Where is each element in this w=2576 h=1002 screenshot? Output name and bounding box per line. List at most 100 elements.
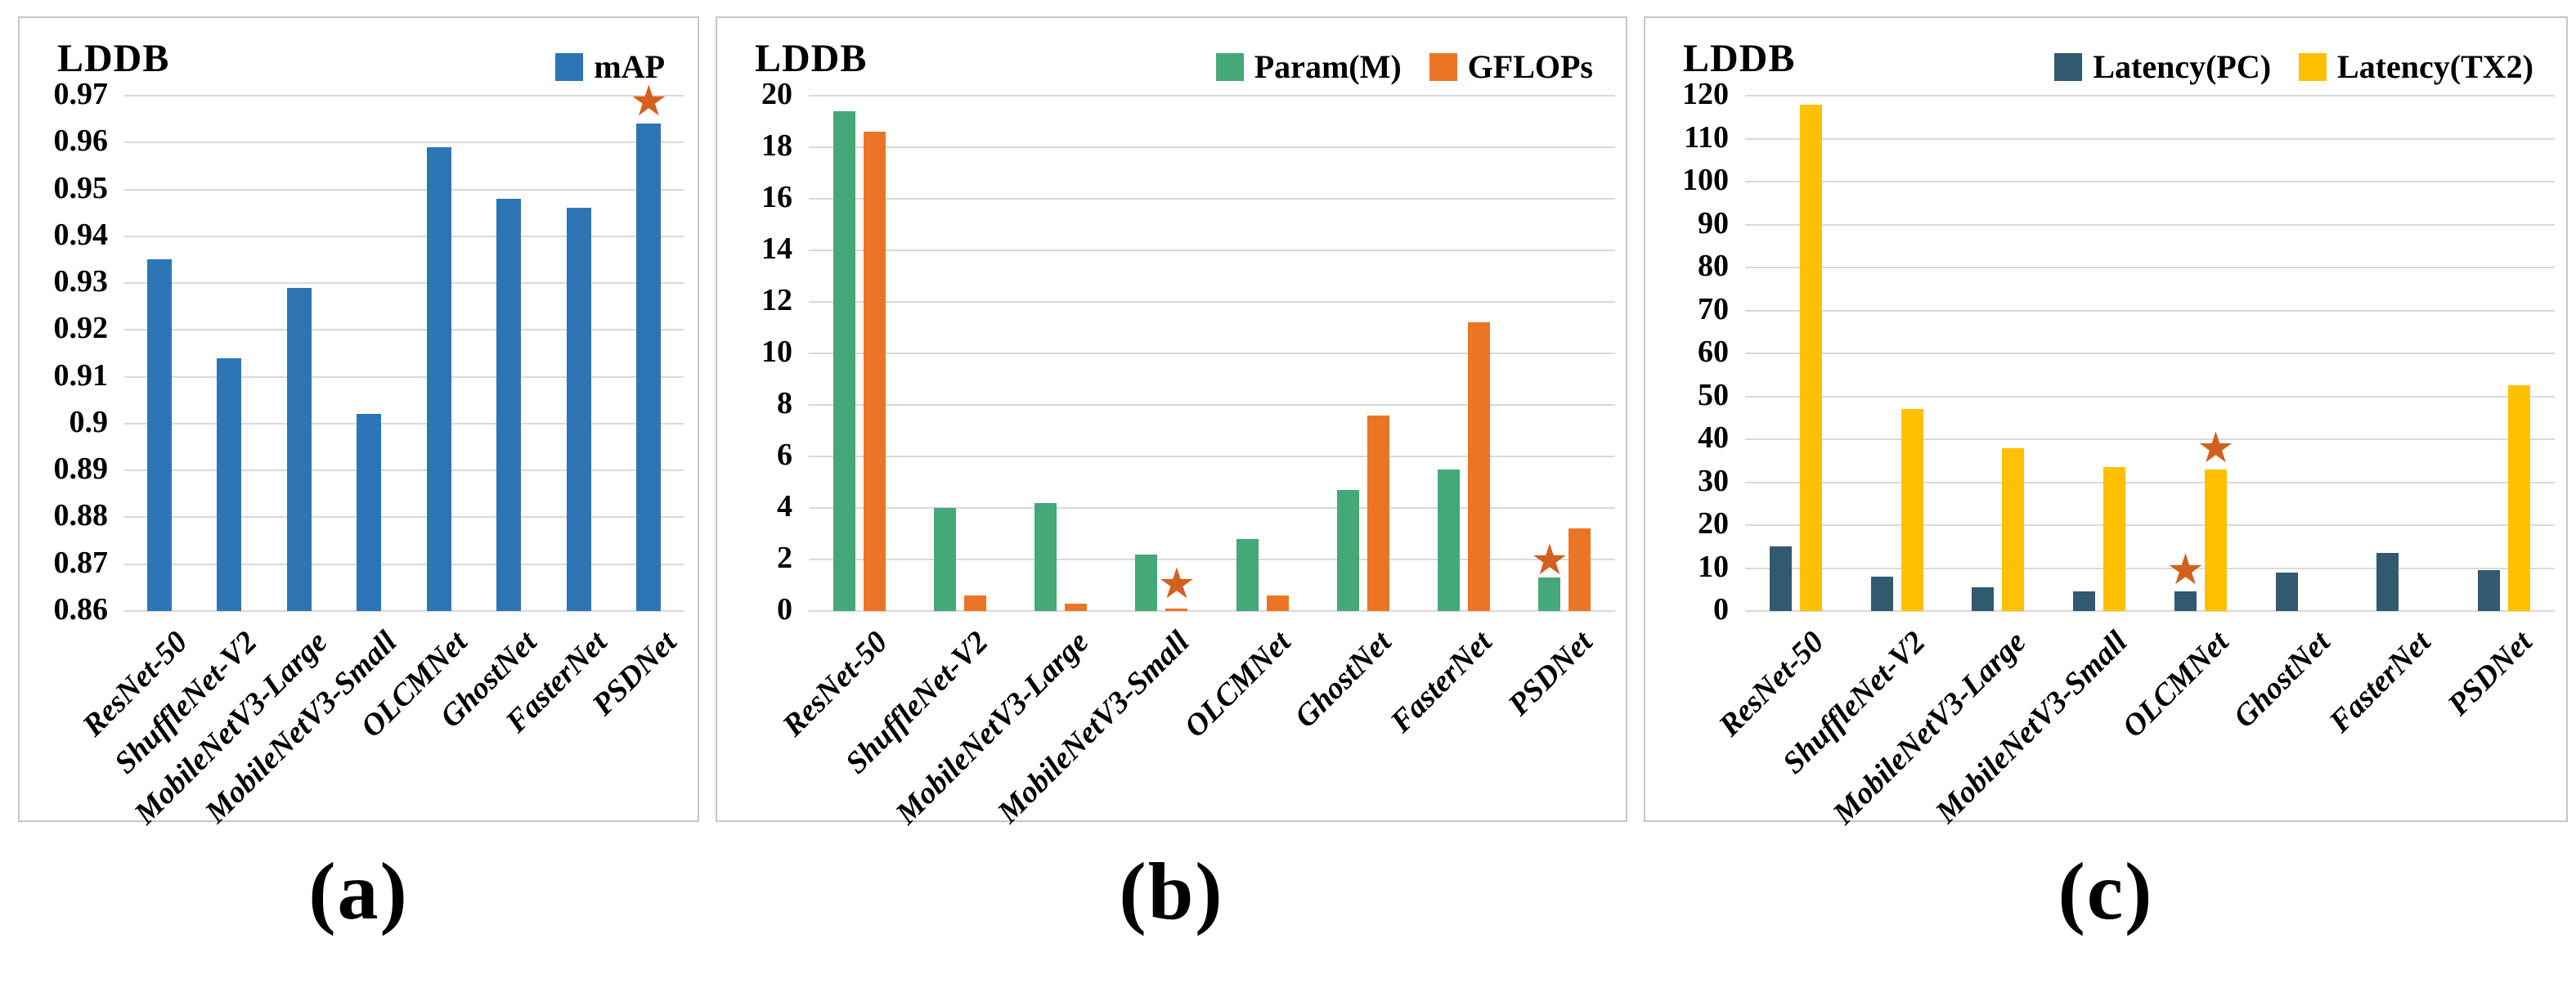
- bar-latency-tx2-mobilenetv3-small: [2103, 467, 2126, 611]
- legend: Latency(PC) Latency(TX2): [2054, 47, 2533, 86]
- gridline: [1745, 181, 2555, 182]
- legend-swatch-icon: [1215, 52, 1244, 81]
- gridline: [809, 456, 1615, 457]
- legend: mAP: [555, 47, 665, 86]
- legend-label: Latency(TX2): [2337, 48, 2533, 85]
- bar-gflops-fasternet: [1468, 322, 1491, 611]
- y-tick-label: 0.93: [53, 264, 109, 299]
- gridline: [809, 198, 1615, 200]
- legend-label: GFLOPs: [1467, 48, 1593, 85]
- bar-gflops-mobilenetv3-large: [1065, 603, 1088, 611]
- bar-latency-pc-ghostnet: [2275, 572, 2298, 611]
- y-tick-label: 6: [777, 438, 792, 472]
- panel-b: LDDB Param(M) GFLOPs 20 18 16 14 12 10 8 6 4 2 0 Res…: [716, 16, 1627, 831]
- legend-label: Param(M): [1254, 48, 1402, 85]
- gridline: [124, 188, 684, 191]
- gridline: [124, 470, 684, 472]
- bar-map-ghostnet: [496, 199, 522, 611]
- bar-latency-pc-olcmnet: [2174, 591, 2197, 611]
- y-tick-label: 0.9: [69, 404, 109, 439]
- y-tick-label: 0.87: [53, 545, 109, 580]
- gridline: [809, 610, 1615, 612]
- gridline: [1745, 567, 2555, 569]
- panel-c: LDDB Latency(PC) Latency(TX2) 120 110 100 90…: [1644, 16, 2568, 831]
- legend-entry-latency-tx2: Latency(TX2): [2299, 47, 2533, 86]
- caption-c: (c): [2058, 846, 2154, 937]
- legend-entry-latency-pc: Latency(PC): [2054, 47, 2271, 86]
- plot-area: 0.97 0.96 0.95 0.94 0.93 0.92 0.91 0.9 0.89 0.88 0…: [20, 18, 698, 831]
- y-tick-label: 0.95: [53, 170, 109, 205]
- y-tick-label: 100: [1682, 163, 1729, 197]
- y-tick-label: 110: [1684, 119, 1729, 155]
- caption-a: (a): [308, 846, 409, 937]
- bar-param-m-mobilenetv3-large: [1034, 502, 1057, 611]
- y-tick-label: 80: [1698, 249, 1729, 283]
- legend-swatch-icon: [555, 52, 584, 81]
- best-star-icon: ★: [2197, 425, 2235, 473]
- y-tick-label: 0.96: [53, 124, 109, 159]
- y-tick-label: 0.89: [53, 452, 109, 487]
- bar-latency-pc-shufflenet-v2: [1870, 577, 1893, 611]
- gridline: [124, 235, 684, 237]
- bar-gflops-resnet-50: [863, 132, 886, 611]
- y-tick-label: 8: [777, 386, 792, 420]
- caption-b: (b): [1119, 846, 1224, 937]
- y-tick-label: 0.88: [53, 498, 109, 533]
- y-tick-label: 20: [761, 77, 792, 111]
- gridline: [124, 610, 684, 612]
- bar-gflops-mobilenetv3-small: [1165, 608, 1188, 611]
- bar-map-mobilenetv3-large: [286, 287, 312, 611]
- y-tick-label: 10: [761, 335, 792, 369]
- plot-area: 20 18 16 14 12 10 8 6 4 2 0 ResNet-50 ShuffleNet-V2 M…: [717, 18, 1626, 831]
- best-star-icon: ★: [1530, 537, 1569, 585]
- y-tick-label: 0: [777, 592, 792, 627]
- legend-entry-param-m: Param(M): [1215, 47, 1402, 86]
- bar-param-m-olcmnet: [1236, 538, 1259, 611]
- y-tick-label: 0.91: [53, 357, 109, 393]
- bar-map-mobilenetv3-small: [357, 414, 382, 611]
- gridline: [1745, 95, 2555, 97]
- gridline: [1745, 309, 2555, 312]
- bar-param-m-shufflenet-v2: [933, 508, 956, 611]
- chart-title: LDDB: [57, 37, 170, 80]
- gridline: [809, 146, 1615, 148]
- bar-map-olcmnet: [426, 147, 451, 611]
- legend-label: mAP: [594, 48, 665, 85]
- gridline: [809, 95, 1615, 97]
- legend-swatch-icon: [1429, 52, 1457, 81]
- gridline: [124, 95, 684, 97]
- y-tick-label: 50: [1698, 377, 1729, 412]
- bar-param-m-fasternet: [1438, 469, 1461, 611]
- gridline: [124, 422, 684, 425]
- bar-map-psdnet: [636, 124, 662, 611]
- gridline: [124, 563, 684, 565]
- bar-param-m-resnet-50: [832, 110, 855, 611]
- bar-latency-tx2-olcmnet: [2204, 469, 2227, 611]
- gridline: [124, 142, 684, 144]
- bar-map-shufflenet-v2: [217, 357, 242, 611]
- legend-swatch-icon: [2054, 52, 2083, 81]
- chart-title: LDDB: [755, 37, 868, 80]
- y-tick-label: 30: [1698, 463, 1729, 498]
- gridline: [809, 353, 1615, 354]
- gridline: [1745, 610, 2555, 612]
- y-tick-label: 0: [1713, 592, 1729, 627]
- chart-title: LDDB: [1683, 37, 1796, 80]
- bar-latency-pc-psdnet: [2478, 570, 2501, 611]
- bar-map-resnet-50: [146, 259, 172, 611]
- legend-entry-gflops: GFLOPs: [1429, 47, 1593, 86]
- gridline: [809, 559, 1615, 560]
- bar-latency-pc-mobilenetv3-small: [2073, 591, 2096, 611]
- bar-latency-tx2-mobilenetv3-large: [2002, 447, 2025, 611]
- bar-latency-pc-resnet-50: [1769, 546, 1792, 611]
- bar-latency-tx2-resnet-50: [1799, 104, 1822, 611]
- y-tick-label: 18: [761, 128, 792, 163]
- gridline: [809, 507, 1615, 509]
- y-tick-label: 0.97: [53, 77, 109, 111]
- bar-gflops-olcmnet: [1266, 595, 1289, 611]
- y-tick-label: 0.94: [53, 217, 109, 252]
- gridline: [124, 375, 684, 378]
- bar-gflops-shufflenet-v2: [963, 595, 986, 611]
- bar-gflops-ghostnet: [1367, 415, 1389, 611]
